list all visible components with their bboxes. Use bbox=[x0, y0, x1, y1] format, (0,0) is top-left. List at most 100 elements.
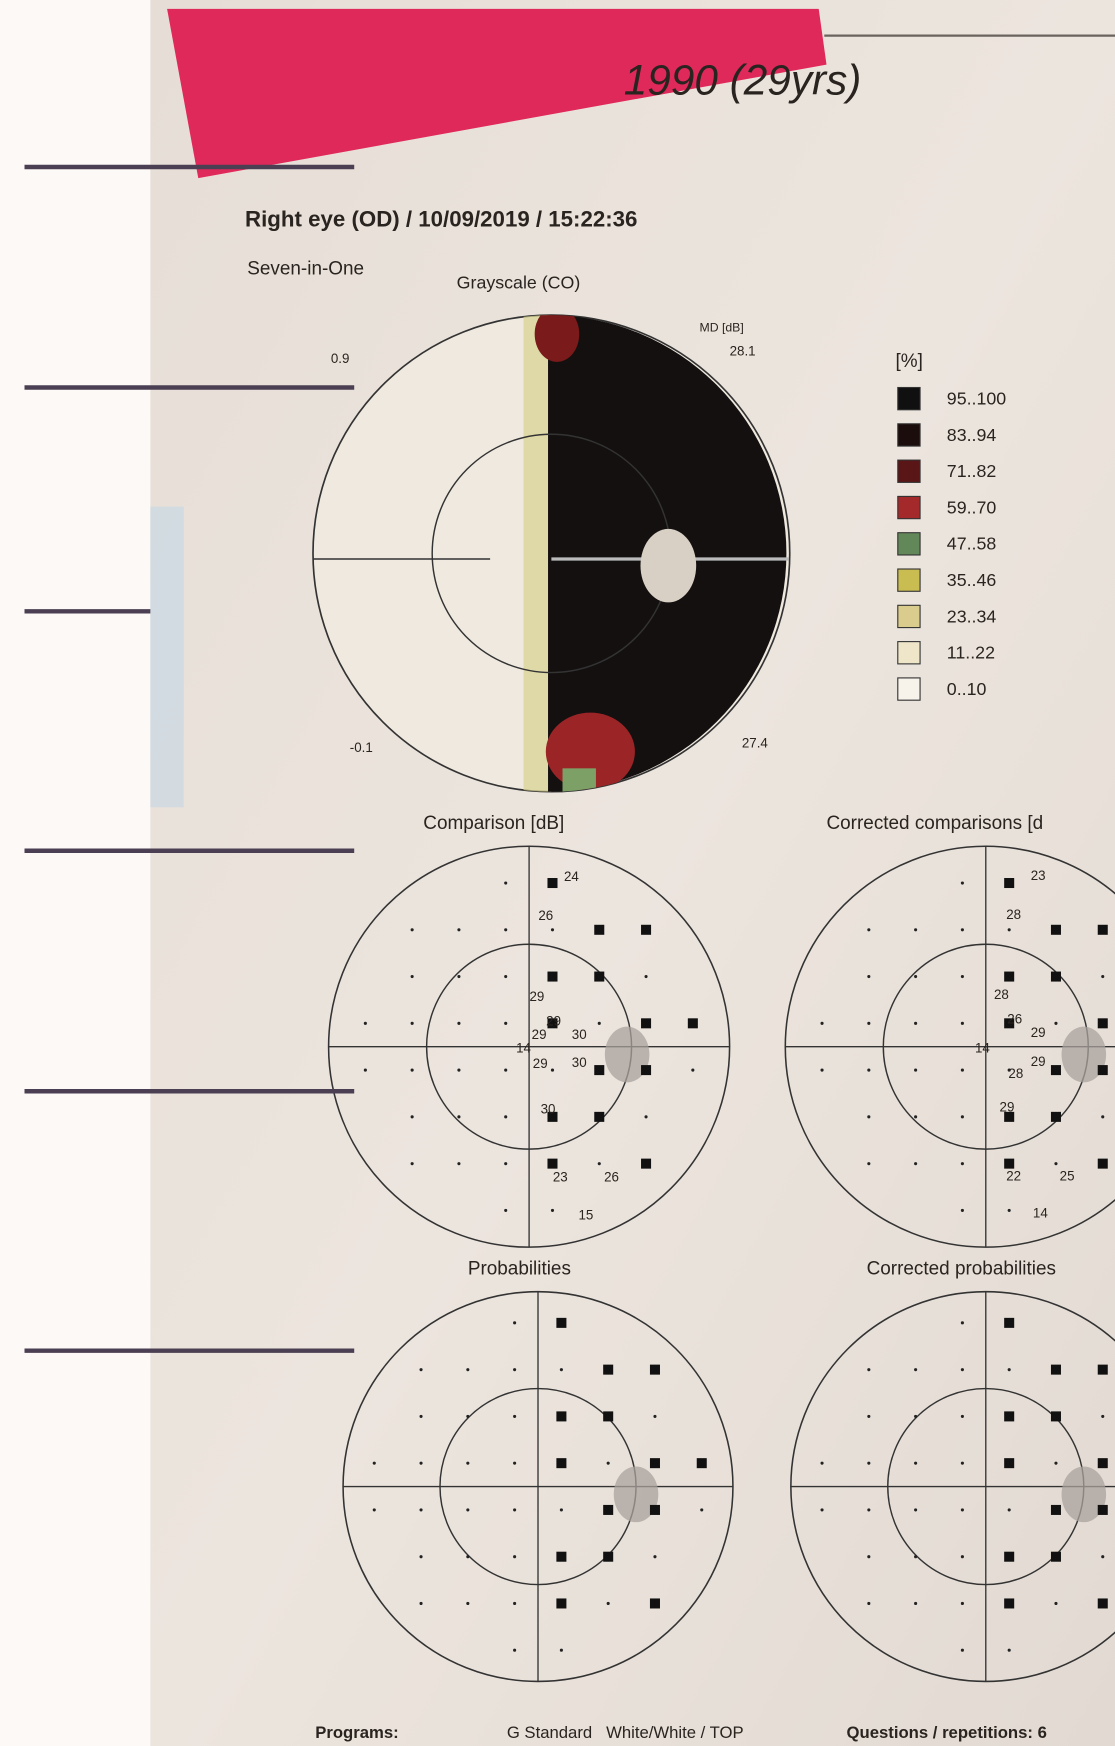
normal-dot bbox=[820, 1068, 824, 1072]
legend-label: 83..94 bbox=[947, 425, 997, 445]
paper bbox=[150, 0, 1115, 1746]
field-value: 30 bbox=[572, 1027, 587, 1042]
defect-square bbox=[603, 1364, 614, 1375]
normal-dot bbox=[1007, 1368, 1011, 1372]
normal-dot bbox=[960, 1508, 964, 1512]
normal-dot bbox=[867, 1555, 871, 1559]
legend-label: 47..58 bbox=[947, 534, 997, 554]
defect-square bbox=[641, 1018, 652, 1029]
normal-dot bbox=[960, 974, 964, 979]
legend-swatch bbox=[897, 495, 921, 520]
legend-label: 71..82 bbox=[947, 461, 996, 481]
blind-spot bbox=[613, 1466, 659, 1523]
normal-dot bbox=[914, 1021, 918, 1025]
defect-square bbox=[556, 1458, 567, 1469]
normal-dot bbox=[419, 1601, 423, 1606]
normal-dot bbox=[960, 1368, 964, 1372]
normal-dot bbox=[513, 1601, 517, 1606]
normal-dot bbox=[513, 1508, 517, 1512]
defect-square bbox=[1097, 1065, 1108, 1076]
defect-square bbox=[1097, 924, 1108, 935]
defect-square bbox=[556, 1598, 567, 1609]
defect-square bbox=[649, 1504, 660, 1515]
blind-spot bbox=[604, 1026, 650, 1083]
corner-value: 0.9 bbox=[331, 351, 350, 366]
field-value: 29 bbox=[529, 989, 544, 1004]
normal-dot bbox=[914, 1601, 918, 1606]
field-value: 28 bbox=[994, 987, 1009, 1002]
normal-dot bbox=[1054, 1162, 1058, 1166]
normal-dot bbox=[960, 1021, 964, 1025]
normal-dot bbox=[410, 1021, 414, 1025]
defect-square bbox=[1050, 1065, 1061, 1076]
normal-dot bbox=[597, 1162, 601, 1166]
normal-dot bbox=[419, 1414, 423, 1418]
normal-dot bbox=[504, 1162, 508, 1166]
defect-square bbox=[1004, 1317, 1015, 1328]
normal-dot bbox=[372, 1508, 376, 1512]
defect-square bbox=[547, 1018, 558, 1029]
normal-dot bbox=[410, 1115, 414, 1119]
legend-swatch bbox=[897, 641, 921, 665]
defect-square bbox=[1097, 1504, 1108, 1515]
defect-square bbox=[547, 878, 558, 889]
blind-spot bbox=[1061, 1466, 1107, 1523]
corner-value: 27.4 bbox=[742, 735, 769, 750]
normal-dot bbox=[960, 1461, 964, 1465]
field-value: 25 bbox=[1060, 1169, 1075, 1184]
normal-dot bbox=[410, 1162, 414, 1166]
footer-questions: Questions / repetitions: 6 bbox=[847, 1723, 1047, 1742]
normal-dot bbox=[653, 1555, 657, 1559]
normal-dot bbox=[1101, 1414, 1105, 1418]
normal-dot bbox=[513, 1321, 517, 1325]
normal-dot bbox=[644, 1115, 648, 1119]
normal-dot bbox=[1007, 1068, 1011, 1072]
legend-swatch bbox=[897, 677, 921, 701]
normal-dot bbox=[410, 928, 414, 932]
field-value: 23 bbox=[553, 1170, 568, 1185]
normal-dot bbox=[867, 1414, 871, 1418]
defect-square bbox=[1050, 1411, 1061, 1422]
field-value: 26 bbox=[604, 1170, 619, 1185]
normal-dot bbox=[820, 1021, 824, 1025]
normal-dot bbox=[419, 1508, 423, 1512]
normal-dot bbox=[559, 1508, 563, 1512]
plot-title: Corrected probabilities bbox=[867, 1258, 1056, 1279]
normal-dot bbox=[960, 1601, 964, 1606]
defect-square bbox=[649, 1458, 660, 1469]
normal-dot bbox=[644, 974, 648, 979]
normal-dot bbox=[960, 881, 964, 885]
field-value: 15 bbox=[578, 1207, 593, 1222]
field-value: 29 bbox=[533, 1056, 548, 1071]
defect-square bbox=[1050, 1364, 1061, 1375]
defect-square bbox=[547, 1158, 558, 1169]
normal-dot bbox=[504, 1208, 508, 1212]
normal-dot bbox=[606, 1601, 610, 1606]
normal-dot bbox=[867, 1162, 871, 1166]
legend-label: 23..34 bbox=[947, 606, 997, 626]
normal-dot bbox=[457, 928, 461, 932]
normal-dot bbox=[914, 1368, 918, 1372]
normal-dot bbox=[867, 974, 871, 979]
normal-dot bbox=[410, 974, 414, 979]
normal-dot bbox=[914, 1508, 918, 1512]
normal-dot bbox=[504, 1068, 508, 1072]
normal-dot bbox=[1054, 1601, 1058, 1606]
normal-dot bbox=[1054, 1461, 1058, 1465]
defect-square bbox=[641, 1158, 652, 1169]
normal-dot bbox=[466, 1601, 470, 1606]
normal-dot bbox=[960, 1115, 964, 1119]
defect-square bbox=[1097, 1158, 1108, 1169]
defect-square bbox=[696, 1458, 707, 1469]
normal-dot bbox=[419, 1555, 423, 1559]
normal-dot bbox=[960, 1648, 964, 1652]
background-blur bbox=[150, 506, 184, 808]
normal-dot bbox=[457, 1021, 461, 1025]
corner-value: -0.1 bbox=[350, 740, 373, 755]
field-value: 26 bbox=[538, 908, 553, 923]
normal-dot bbox=[419, 1461, 423, 1465]
defect-square bbox=[1097, 1598, 1108, 1609]
normal-dot bbox=[559, 1648, 563, 1652]
footer-programs: G Standard White/White / TOP bbox=[507, 1723, 744, 1742]
normal-dot bbox=[960, 1555, 964, 1559]
